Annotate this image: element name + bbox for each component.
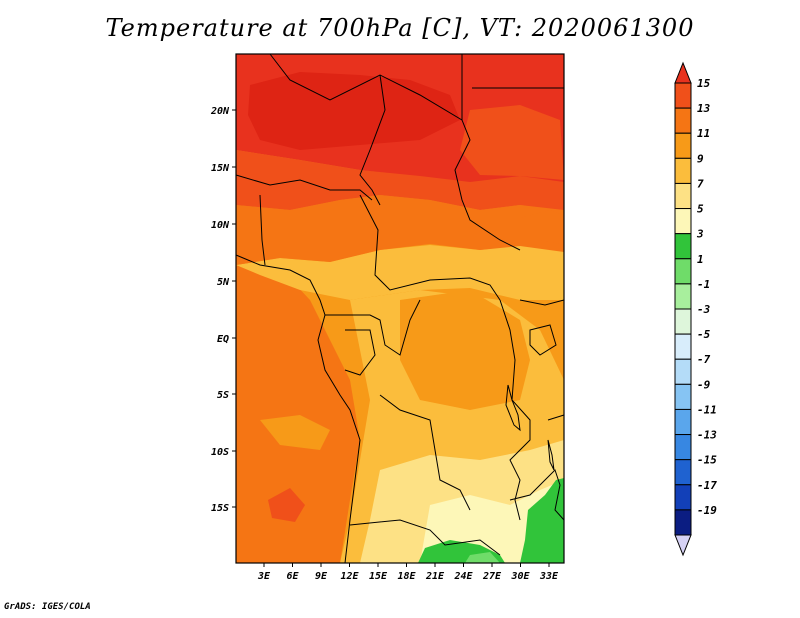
- lon-label: 27E: [482, 571, 502, 582]
- field-north-orangered: [236, 150, 564, 210]
- colorbar-label: -7: [697, 353, 711, 366]
- colorbar: 15 13 11 9 7 5 3 1 -1 -3 -5 -7 -9 -11 -13 -15 -17 -19: [674, 61, 717, 557]
- chart-title: Temperature at 700hPa [C], VT: 202006130…: [105, 14, 695, 42]
- lat-label: 5S: [217, 390, 229, 401]
- colorbar-box: [674, 107, 692, 134]
- field-ne-orange: [520, 210, 564, 245]
- lat-label: 10N: [211, 220, 230, 231]
- colorbar-label: -17: [697, 479, 717, 492]
- border-central-4: [499, 299, 531, 521]
- colorbar-box: [674, 434, 692, 461]
- border-central-2: [344, 329, 376, 376]
- field-north-orange: [236, 195, 564, 265]
- latitude-labels: 20N 15N 10N 5N EQ 5S 10S 15S: [210, 106, 236, 514]
- colorbar-box: [674, 233, 692, 260]
- colorbar-label: 7: [697, 177, 704, 190]
- colorbar-box: [674, 283, 692, 310]
- colorbar-label: -15: [697, 454, 717, 467]
- border-sahel-3: [359, 194, 501, 301]
- map-frame: [235, 53, 565, 564]
- colorbar-label: -19: [697, 504, 717, 517]
- lat-label: 15S: [211, 503, 229, 514]
- border-central-3: [379, 394, 471, 511]
- colorbar-box: [674, 132, 692, 159]
- colorbar-box: [674, 358, 692, 385]
- colorbar-label: 5: [697, 203, 704, 216]
- lat-label: 20N: [210, 106, 230, 117]
- border-se: [509, 469, 565, 521]
- colorbar-box: [674, 459, 692, 486]
- lat-label: 5N: [217, 277, 230, 288]
- colorbar-box: [674, 484, 692, 511]
- longitude-labels: 3E 6E 9E 12E 15E 18E 21E 24E 27E 30E 33E: [257, 563, 559, 582]
- lon-label: 3E: [257, 571, 271, 582]
- lon-label: 12E: [340, 571, 359, 582]
- colorbar-box: [674, 258, 692, 285]
- border-north-2: [359, 74, 386, 206]
- colorbar-box: [674, 182, 692, 210]
- colorbar-label: 13: [697, 102, 711, 115]
- colorbar-box: [674, 157, 692, 184]
- colorbar-label: 15: [697, 77, 711, 90]
- colorbar-box: [674, 509, 692, 536]
- field-north-lightorange: [236, 245, 564, 300]
- field-north-deepred: [248, 72, 460, 150]
- colorbar-label: 11: [697, 127, 710, 140]
- colorbar-bottom-triangle: [674, 534, 692, 557]
- field-sw-orangered: [268, 488, 305, 522]
- colorbar-box: [674, 333, 692, 360]
- field-west-orange: [236, 260, 360, 563]
- colorbar-box: [674, 383, 692, 410]
- field-center-orange: [400, 290, 530, 410]
- border-lake-tanganyika: [505, 384, 521, 432]
- lon-label: 30E: [510, 571, 530, 582]
- lat-label: EQ: [217, 334, 229, 345]
- lon-label: 6E: [286, 571, 299, 582]
- lon-label: 18E: [397, 571, 416, 582]
- border-north-3: [454, 119, 521, 251]
- field-west-orange-patch: [260, 415, 330, 450]
- lon-label: 9E: [315, 571, 328, 582]
- colorbar-label: -9: [697, 378, 711, 391]
- border-east-2: [547, 414, 565, 421]
- colorbar-box: [674, 308, 692, 335]
- colorbar-label: -5: [697, 328, 711, 341]
- lon-label: 24E: [453, 571, 473, 582]
- colorbar-box: [674, 408, 692, 436]
- field-ne-orangered: [460, 105, 564, 180]
- temperature-field: [236, 54, 564, 563]
- colorbar-label: 9: [697, 152, 704, 165]
- colorbar-top-triangle: [674, 61, 692, 84]
- country-borders: [235, 53, 565, 564]
- field-green-se: [520, 478, 564, 563]
- lat-label: 15N: [211, 163, 230, 174]
- colorbar-label: 1: [697, 253, 704, 266]
- border-central-1: [325, 299, 421, 356]
- border-east-1: [519, 299, 565, 306]
- colorbar-label: -3: [697, 303, 711, 316]
- colorbar-label: 3: [696, 228, 704, 241]
- border-south-1: [349, 519, 501, 556]
- field-lightgreen-s: [465, 552, 500, 563]
- border-sahel-2: [259, 194, 266, 266]
- lat-label: 10S: [211, 447, 229, 458]
- border-lake-malawi: [547, 439, 555, 471]
- colorbar-label: -13: [697, 429, 717, 442]
- border-lake-victoria: [529, 324, 557, 356]
- colorbar-box: [674, 82, 692, 109]
- lon-label: 21E: [425, 571, 445, 582]
- colorbar-label: -1: [697, 278, 710, 291]
- colorbar-box: [674, 208, 692, 235]
- colorbar-label: -11: [697, 403, 717, 416]
- lon-label: 15E: [369, 571, 388, 582]
- lon-label: 33E: [539, 571, 559, 582]
- border-sahel-1: [235, 174, 373, 201]
- border-coast-w: [235, 254, 361, 564]
- grads-credit: GrADS: IGES/COLA: [4, 602, 91, 612]
